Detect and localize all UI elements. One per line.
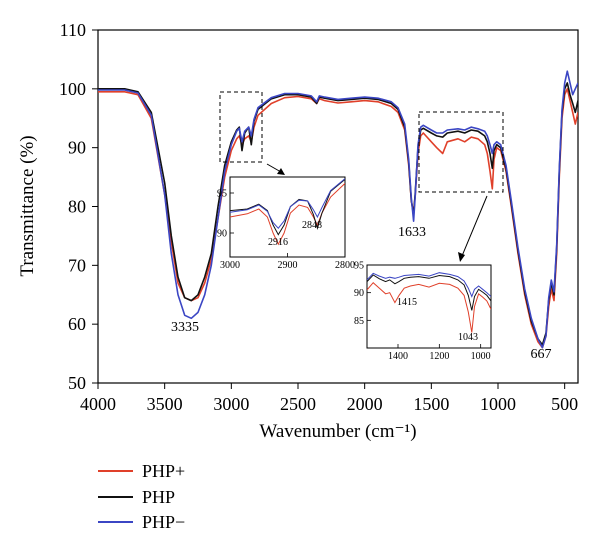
legend: PHP+ PHP PHP− — [98, 461, 185, 532]
zoom-box-1 — [219, 91, 263, 163]
arrow-1-shaft — [266, 163, 282, 173]
inset-2-x-tick-label: 1200 — [429, 351, 449, 362]
x-tick-label: 500 — [551, 394, 578, 414]
inset-2-series-line-php-plus — [367, 281, 491, 333]
x-tick-label: 1500 — [413, 394, 449, 414]
inset-1-series — [230, 178, 345, 246]
inset-2-y-tick-label: 95 — [354, 261, 364, 272]
inset-2-series-line-php-minus — [367, 272, 491, 298]
x-axis-title: Wavenumber (cm⁻¹) — [259, 421, 416, 442]
arrow-2-shaft — [461, 195, 488, 257]
inset-1-y-tick-label: 90 — [217, 229, 227, 240]
inset-2-y-tick-label: 85 — [354, 316, 364, 327]
x-tick-label: 2500 — [280, 394, 316, 414]
y-axis-ticks: 50 60 70 80 90 100 110 — [59, 20, 98, 393]
arrow-2-head — [458, 252, 465, 262]
x-tick-label: 3000 — [213, 394, 249, 414]
inset-2-x-tick-label: 1000 — [471, 351, 491, 362]
y-axis-title: Transmittance (%) — [17, 135, 38, 276]
inset-1-x-tick-label: 2800 — [335, 260, 355, 271]
zoom-box-2 — [418, 111, 504, 193]
legend-label-php-plus: PHP+ — [142, 461, 185, 481]
annotation-3335: 3335 — [171, 320, 199, 335]
inset-2-series — [367, 272, 491, 333]
inset-2-series-line-php — [367, 274, 491, 311]
series-line-php-minus — [98, 70, 578, 349]
main-series — [98, 70, 578, 349]
inset-2-ticks: 1400 1200 1000 85 90 95 — [354, 261, 491, 363]
inset-1-ticks: 3000 2900 2800 90 95 — [217, 189, 355, 272]
x-tick-label: 1000 — [480, 394, 516, 414]
y-tick-label: 90 — [68, 138, 86, 158]
inset-1-y-tick-label: 95 — [217, 189, 227, 200]
x-tick-label: 4000 — [80, 394, 116, 414]
inset-1: 3000 2900 2800 90 95 2916 2848 — [217, 176, 355, 272]
y-tick-label: 70 — [68, 255, 86, 275]
annotation-667: 667 — [531, 347, 552, 362]
y-tick-label: 100 — [59, 79, 86, 99]
inset-2-annotation-1043: 1043 — [458, 332, 478, 343]
y-tick-label: 110 — [60, 20, 86, 40]
inset-1-series-line-php-minus — [230, 178, 345, 229]
inset-2-frame — [366, 264, 492, 349]
inset-1-x-tick-label: 3000 — [220, 260, 240, 271]
arrow-1-head — [277, 168, 285, 175]
y-tick-label: 60 — [68, 314, 86, 334]
x-tick-label: 2000 — [347, 394, 383, 414]
inset-2-annotation-1415: 1415 — [397, 297, 417, 308]
x-axis-ticks: 4000 3500 3000 2500 2000 1500 1000 500 — [80, 383, 578, 414]
x-tick-label: 3500 — [147, 394, 183, 414]
y-tick-label: 50 — [68, 373, 86, 393]
annotation-1633: 1633 — [398, 225, 426, 240]
y-tick-label: 80 — [68, 197, 86, 217]
legend-label-php: PHP — [142, 487, 175, 507]
inset-2-y-tick-label: 90 — [354, 288, 364, 299]
legend-label-php-minus: PHP− — [142, 512, 185, 532]
inset-2-x-tick-label: 1400 — [388, 351, 408, 362]
inset-1-annotation-2848: 2848 — [302, 220, 322, 231]
inset-2: 1400 1200 1000 85 90 95 1415 1043 — [354, 261, 492, 363]
inset-1-annotation-2916: 2916 — [268, 237, 288, 248]
inset-1-x-tick-label: 2900 — [278, 260, 298, 271]
